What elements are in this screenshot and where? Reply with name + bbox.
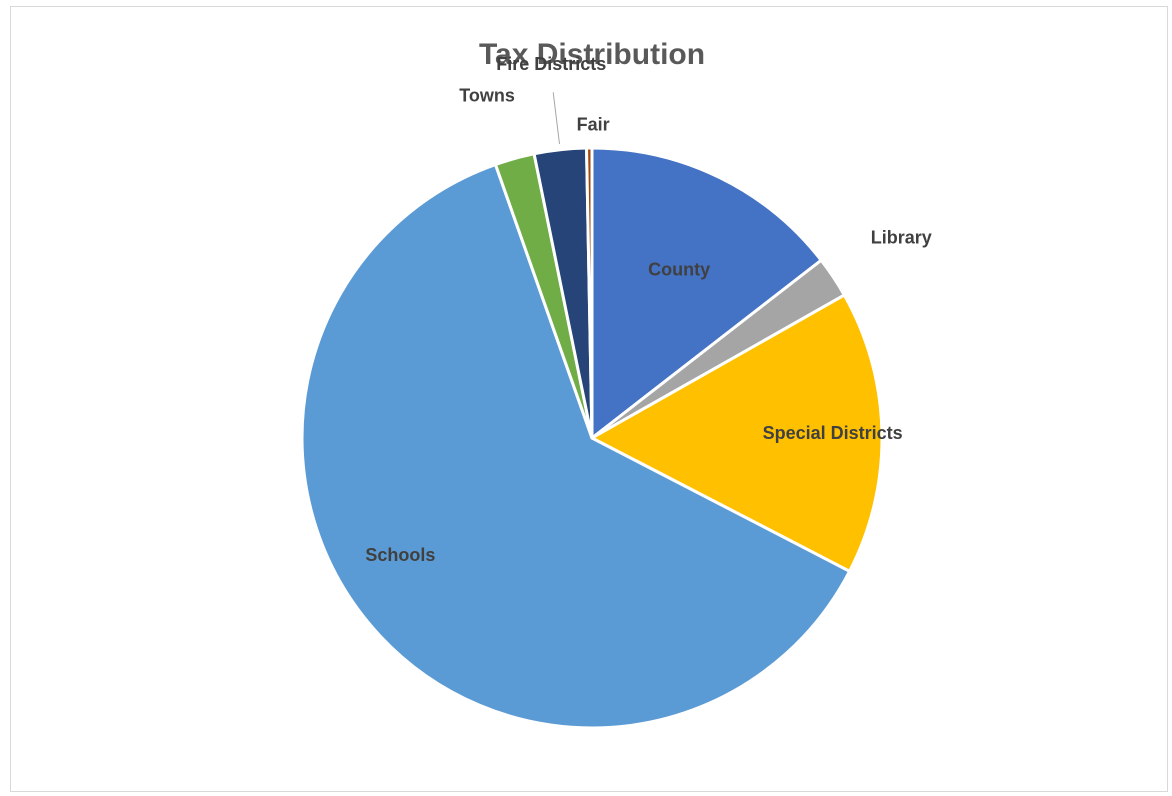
slice-label-fire-districts: Fire Districts	[496, 54, 606, 74]
slice-label-schools: Schools	[365, 545, 435, 565]
slice-label-library: Library	[871, 227, 932, 247]
chart-title: Tax Distribution	[479, 38, 705, 71]
pie-slice-fair	[585, 146, 594, 440]
slice-label-county: County	[648, 259, 710, 279]
slice-label-fair: Fair	[577, 114, 610, 134]
pie-slices	[300, 146, 884, 730]
slice-labels: County Library Special Districts Schools Tow…	[365, 54, 931, 565]
leader-lines	[552, 92, 560, 145]
slice-label-special-districts: Special Districts	[763, 423, 903, 443]
pie-slice-special-districts	[590, 293, 884, 573]
pie-slice-schools	[300, 163, 852, 730]
leader-line-fire-districts	[552, 92, 560, 145]
pie-slice-county	[590, 146, 823, 440]
slice-label-towns: Towns	[459, 85, 515, 105]
